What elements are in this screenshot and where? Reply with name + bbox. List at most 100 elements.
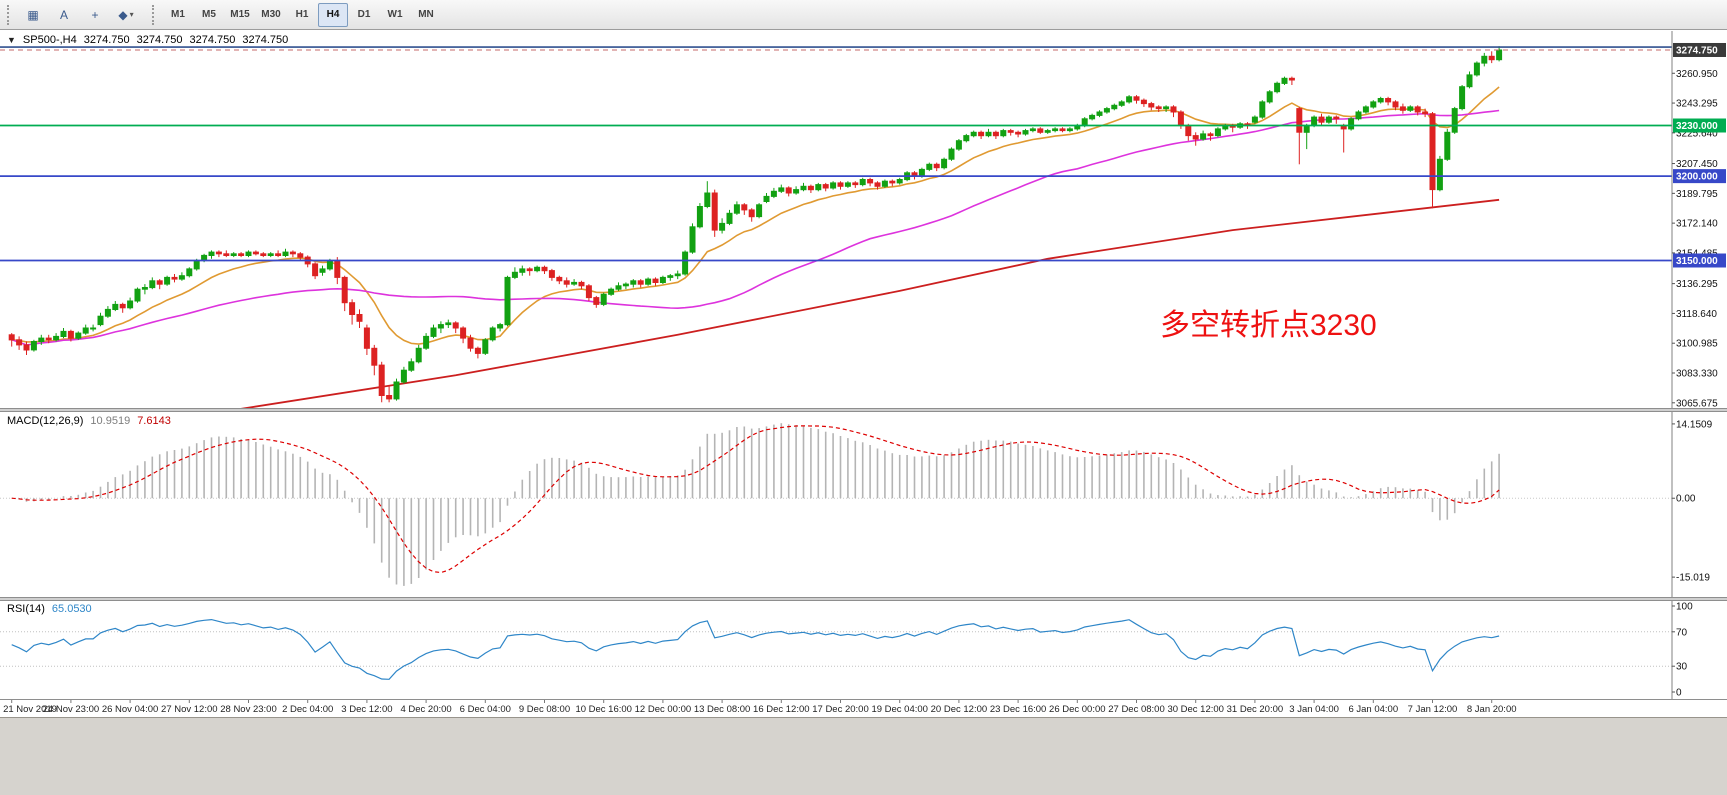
candles: [8, 46, 1503, 403]
time-axis-label: 13 Dec 08:00: [694, 704, 751, 715]
macd-label: MACD(12,26,9) 10.9519 7.6143: [7, 415, 171, 427]
charts-grid-button[interactable]: ▦: [27, 7, 39, 22]
price-axis[interactable]: 3260.950 3243.295 3225.640 3207.450 3189.795…: [1671, 31, 1727, 409]
rsi-axis[interactable]: 100 70 30 0: [1671, 601, 1727, 699]
time-axis-label: 7 Jan 12:00: [1408, 704, 1458, 715]
macd-axis[interactable]: 14.1509 0.00 -15.019: [1671, 412, 1727, 598]
timeframe-d1-button[interactable]: D1: [357, 9, 371, 20]
macd-main-value: 10.9519: [90, 415, 131, 427]
svg-text:3200.000: 3200.000: [1676, 172, 1718, 183]
rsi-value: 65.0530: [51, 603, 92, 615]
price-axis-label: 3136.295: [1676, 279, 1718, 290]
collapse-icon[interactable]: ▼: [7, 35, 16, 45]
price-axis-label: 3172.140: [1676, 219, 1718, 230]
time-axis-label: 4 Dec 20:00: [400, 704, 451, 715]
time-axis-label: 2 Dec 04:00: [282, 704, 333, 715]
macd-axis-label: 0.00: [1676, 494, 1696, 505]
timeframe-mn-button[interactable]: MN: [418, 9, 434, 20]
macd-name: MACD(12,26,9): [7, 415, 84, 427]
timeframe-h4-button[interactable]: H4: [318, 2, 348, 27]
rsi-axis-label: 30: [1676, 662, 1688, 673]
time-axis-label: 27 Nov 12:00: [161, 704, 218, 715]
time-axis-label: 12 Dec 00:00: [635, 704, 692, 715]
price-chart-canvas[interactable]: 3260.950 3243.295 3225.640 3207.450 3189.795…: [0, 31, 1727, 409]
time-axis-label: 3 Jan 04:00: [1289, 704, 1339, 715]
current-price-badge: [1673, 42, 1726, 57]
svg-text:3274.750: 3274.750: [1676, 45, 1718, 56]
time-axis-label: 3 Dec 12:00: [341, 704, 392, 715]
time-axis-label: 27 Dec 08:00: [1108, 704, 1165, 715]
svg-text:3230.000: 3230.000: [1676, 121, 1718, 132]
timeframe-w1-button[interactable]: W1: [387, 9, 403, 20]
horizontal-lines: [0, 46, 1672, 262]
ohlc-high: 3274.750: [136, 34, 183, 46]
timeframe-m1-button[interactable]: M1: [171, 9, 185, 20]
moving-averages: [11, 86, 1500, 409]
pane-divider-rsi[interactable]: [0, 597, 1727, 601]
time-axis-label: 31 Dec 20:00: [1227, 704, 1284, 715]
macd-axis-label: -15.019: [1676, 573, 1710, 584]
time-axis-label: 23 Dec 16:00: [990, 704, 1047, 715]
price-axis-label: 3225.640: [1676, 128, 1718, 139]
time-axis-label: 30 Dec 12:00: [1167, 704, 1224, 715]
price-axis-label: 3243.295: [1676, 99, 1718, 110]
time-axis-label: 26 Dec 00:00: [1049, 704, 1106, 715]
timeframe-button-group: M1 M5 M15 M30 H1 H4 D1 W1 MN: [163, 2, 441, 27]
time-axis-label: 26 Nov 04:00: [102, 704, 159, 715]
macd-axis-label: 14.1509: [1676, 419, 1713, 430]
ma-slow-line: [234, 198, 1500, 409]
rsi-line: [11, 618, 1500, 680]
time-axis-label: 28 Nov 23:00: [220, 704, 277, 715]
crosshair-button[interactable]: +: [91, 7, 99, 22]
time-axis-label: 6 Dec 04:00: [460, 704, 511, 715]
time-axis-label: 24 Nov 23:00: [43, 704, 100, 715]
timeframe-m15-button[interactable]: M15: [230, 9, 250, 20]
price-axis-label: 3065.675: [1676, 398, 1718, 409]
time-axis-label: 16 Dec 12:00: [753, 704, 810, 715]
time-axis-label: 20 Dec 12:00: [931, 704, 988, 715]
dropdown-caret-icon: ▾: [129, 10, 134, 19]
macd-signal-line: [11, 425, 1500, 574]
price-level-badge: [1673, 118, 1726, 133]
time-axis-label: 6 Jan 04:00: [1348, 704, 1398, 715]
rsi-pane-canvas[interactable]: 100 70 30 0: [0, 601, 1727, 699]
ohlc-open: 3274.750: [83, 34, 130, 46]
price-axis-label: 3083.330: [1676, 369, 1718, 380]
price-axis-label: 3260.950: [1676, 69, 1718, 80]
price-axis-label: 3100.985: [1676, 339, 1718, 350]
ohlc-close: 3274.750: [242, 34, 289, 46]
pane-divider-macd[interactable]: [0, 408, 1727, 412]
toolbar-grip[interactable]: [7, 4, 13, 25]
text-annotation-button[interactable]: A: [59, 7, 68, 22]
toolbar-icon-group: ▦ A + ◆ ▾: [18, 3, 141, 27]
macd-pane-canvas[interactable]: 14.1509 0.00 -15.019: [0, 412, 1727, 598]
toolbar: ▦ A + ◆ ▾ M1 M5 M15 M30 H1 H4 D1 W1 MN: [0, 0, 1727, 30]
ma-fast-line: [11, 86, 1500, 345]
time-axis-label: 17 Dec 20:00: [812, 704, 869, 715]
price-axis-label: 3189.795: [1676, 189, 1718, 200]
rsi-axis-label: 0: [1676, 688, 1682, 699]
timeframe-m5-button[interactable]: M5: [202, 9, 216, 20]
time-axis-label: 9 Dec 08:00: [519, 704, 570, 715]
time-axis-label: 10 Dec 16:00: [575, 704, 632, 715]
timeframe-m30-button[interactable]: M30: [261, 9, 281, 20]
price-axis-label: 3207.450: [1676, 159, 1718, 170]
rsi-axis-label: 100: [1676, 602, 1693, 613]
rsi-label: RSI(14) 65.0530: [7, 603, 92, 615]
rsi-axis-label: 70: [1676, 627, 1688, 638]
toolbar-grip-2[interactable]: [152, 4, 158, 25]
svg-text:3150.000: 3150.000: [1676, 256, 1718, 267]
ma-mid-line: [11, 109, 1500, 346]
price-level-badge: [1673, 169, 1726, 184]
time-axis-label: 19 Dec 04:00: [871, 704, 928, 715]
draw-tools-button[interactable]: ◆ ▾: [118, 7, 134, 22]
footer-area: [0, 717, 1727, 795]
rsi-name: RSI(14): [7, 603, 45, 615]
time-axis-label: 8 Jan 20:00: [1467, 704, 1517, 715]
chart-text-annotation[interactable]: 多空转折点3230: [1160, 309, 1377, 342]
time-axis-label: 21 Nov 2019: [3, 704, 57, 715]
timeframe-h1-button[interactable]: H1: [295, 9, 309, 20]
price-axis-label: 3118.640: [1676, 309, 1717, 320]
